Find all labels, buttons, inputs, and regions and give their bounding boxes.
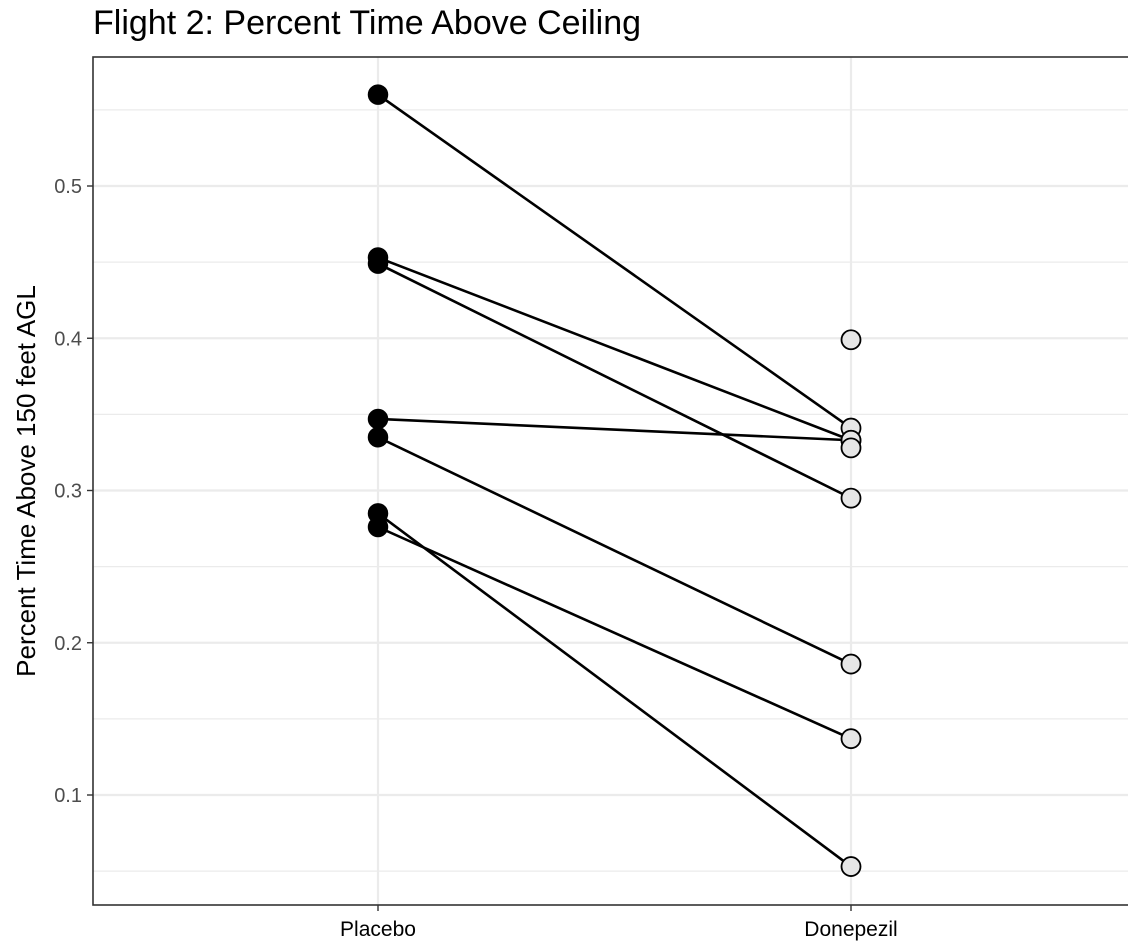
y-tick-label: 0.4 (54, 328, 82, 350)
donepezil-point (840, 487, 862, 509)
x-tick-label: Placebo (340, 918, 416, 941)
x-tick-label: Donepezil (804, 918, 897, 941)
series-line (377, 262, 852, 500)
series-line (377, 525, 852, 740)
series-lines (377, 93, 852, 868)
y-axis-title: Percent Time Above 150 feet AGL (11, 285, 41, 677)
y-tick-label: 0.1 (54, 785, 82, 807)
donepezil-point (840, 437, 862, 459)
series-line (377, 436, 852, 666)
donepezil-point (840, 728, 862, 750)
donepezil-point (840, 856, 862, 877)
y-tick-label: 0.5 (54, 176, 82, 198)
chart-title: Flight 2: Percent Time Above Ceiling (93, 4, 641, 42)
series-line (377, 256, 852, 442)
y-tick-label: 0.2 (54, 633, 82, 655)
grid-lines (93, 57, 1128, 905)
y-axis: 0.1 0.2 0.3 0.4 0.5 (54, 176, 93, 807)
placebo-point (367, 516, 389, 538)
y-tick-label: 0.3 (54, 481, 82, 503)
series-line (377, 93, 852, 430)
placebo-point (367, 84, 389, 105)
x-axis: Placebo Donepezil (340, 905, 898, 941)
donepezil-point (840, 653, 862, 675)
donepezil-point (840, 329, 862, 351)
placebo-point (367, 253, 389, 274)
placebo-point (367, 426, 389, 448)
placebo-point (367, 408, 389, 430)
series-line (377, 512, 852, 868)
data-points (367, 84, 862, 877)
plot-panel-border (92, 56, 1128, 906)
series-line (377, 417, 852, 442)
